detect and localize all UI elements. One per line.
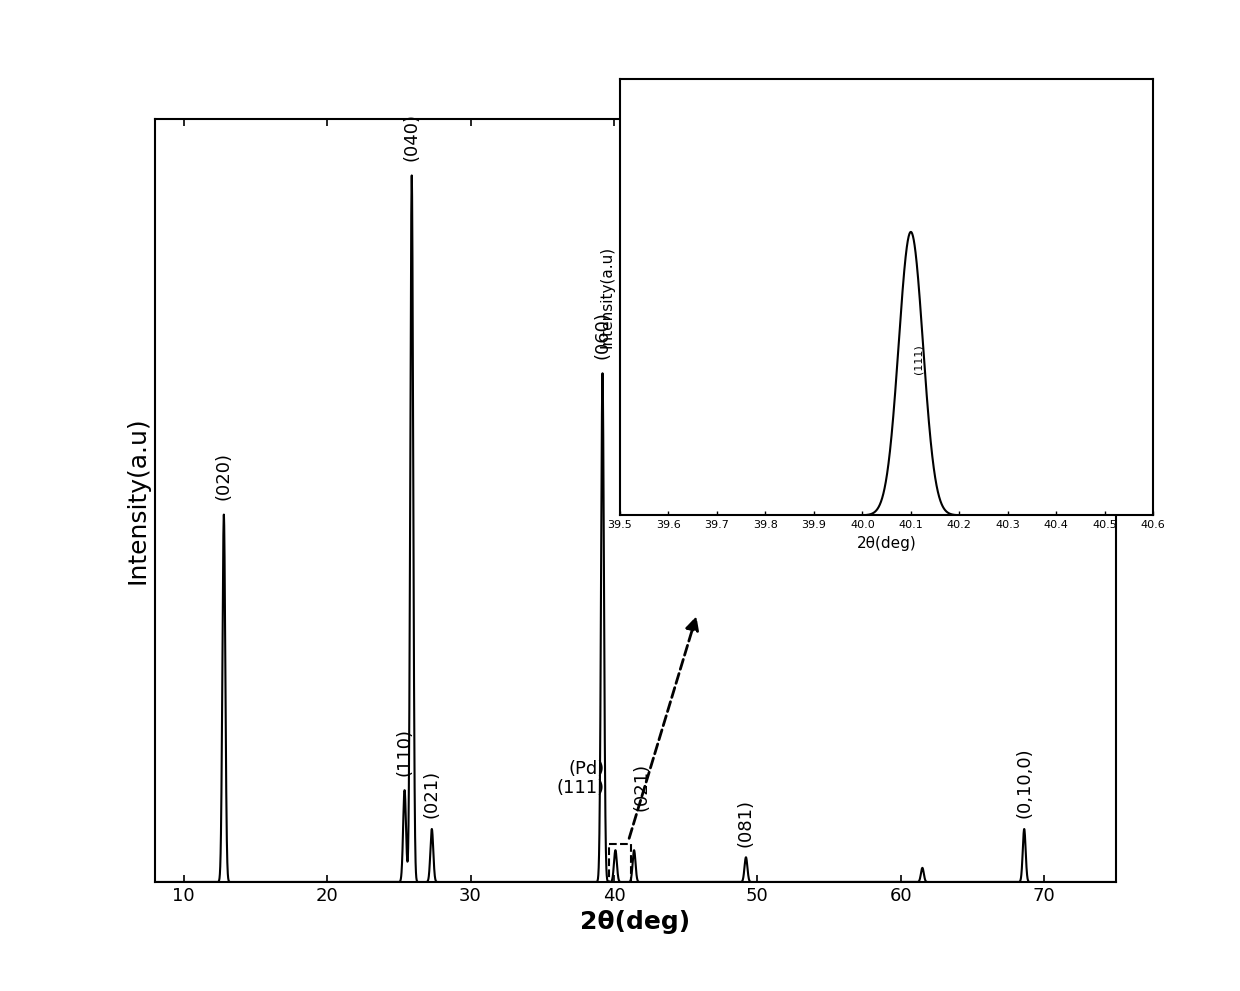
Bar [609,844,631,885]
Text: (040): (040) [403,113,420,162]
Text: (020): (020) [215,453,233,500]
Text: (0,10,0): (0,10,0) [1016,748,1033,819]
Text: (110): (110) [396,728,414,776]
Y-axis label: Intensity(a.u): Intensity(a.u) [125,416,150,585]
Text: (081): (081) [737,799,755,846]
Y-axis label: Intensity(a.u): Intensity(a.u) [599,246,615,349]
Text: (060): (060) [594,311,611,359]
X-axis label: 2θ(deg): 2θ(deg) [580,911,691,935]
Text: (Pd)
(111): (Pd) (111) [557,760,605,797]
Text: (021): (021) [632,763,650,812]
Text: (111): (111) [914,345,924,375]
X-axis label: 2θ(deg): 2θ(deg) [857,536,916,551]
Text: (021): (021) [423,770,441,819]
